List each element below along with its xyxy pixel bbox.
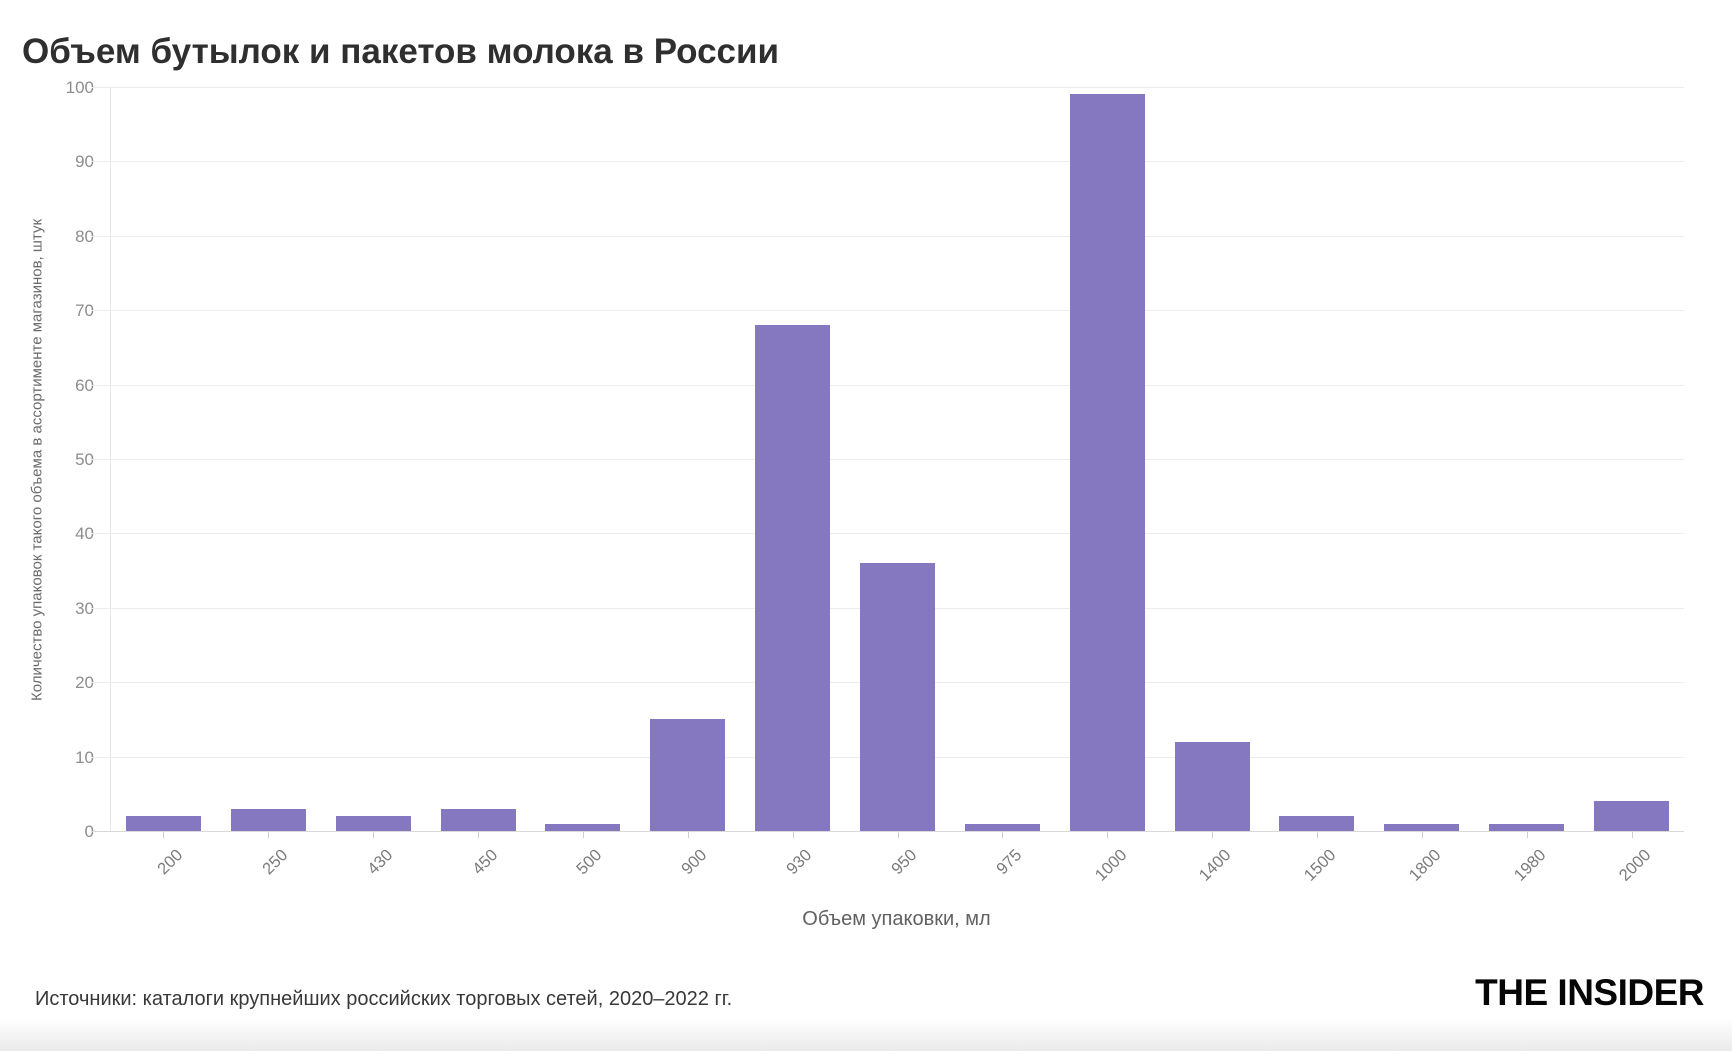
- x-tick-label: 1800: [1405, 846, 1445, 885]
- y-tick-label: 70: [75, 301, 94, 321]
- bar-900: [650, 719, 726, 831]
- x-tick-label: 250: [258, 846, 292, 879]
- x-tick-label: 930: [783, 846, 816, 879]
- x-tick: [792, 832, 794, 838]
- x-tick: [1526, 832, 1528, 838]
- bottom-fade: [0, 1019, 1732, 1051]
- y-tick-label: 60: [75, 375, 94, 395]
- bar-930: [755, 325, 831, 831]
- bar-1800: [1384, 823, 1460, 831]
- x-tick: [1107, 832, 1109, 838]
- x-tick: [1631, 832, 1633, 838]
- gridline: [91, 459, 1684, 460]
- bar-1980: [1489, 823, 1565, 831]
- y-tick-label: 100: [65, 78, 94, 97]
- gridline: [91, 161, 1684, 163]
- x-axis-line: [91, 831, 1684, 832]
- bar-950: [860, 563, 935, 831]
- x-tick-label: 200: [153, 846, 187, 879]
- y-tick-label: 20: [75, 673, 94, 693]
- bar-1400: [1174, 741, 1250, 831]
- plot-area: 200 250 430 450 500 900 930 950 975 1000 1400 1500 1…: [91, 87, 1684, 885]
- bar-1500: [1279, 816, 1355, 831]
- x-tick-label: 1000: [1091, 846, 1130, 885]
- y-tick-label: 0: [84, 822, 94, 841]
- x-tick-label: 1980: [1510, 846, 1550, 885]
- page-title: Объем бутылок и пакетов молока в России: [22, 32, 780, 72]
- x-tick-label: 975: [992, 846, 1026, 879]
- x-tick-label: 430: [363, 846, 396, 879]
- x-tick-label: 900: [678, 846, 711, 879]
- x-tick: [897, 832, 899, 838]
- gridline: [91, 310, 1684, 312]
- bar-500: [545, 823, 621, 831]
- bar-975: [964, 823, 1040, 831]
- brand-logo: THE INSIDER: [1475, 972, 1704, 1013]
- x-tick-label: 500: [573, 846, 606, 879]
- bar-1000: [1069, 94, 1145, 831]
- x-tick: [1421, 832, 1423, 838]
- y-tick-label: 10: [75, 747, 94, 767]
- y-tick-label: 30: [75, 598, 94, 618]
- y-tick-label: 40: [75, 524, 94, 544]
- y-tick-label: 80: [75, 226, 94, 246]
- x-tick: [1002, 832, 1004, 838]
- x-tick: [373, 832, 375, 838]
- x-tick-label: 950: [888, 846, 921, 879]
- bar-2000: [1594, 801, 1670, 831]
- x-tick: [687, 832, 689, 838]
- x-tick: [478, 832, 480, 838]
- x-axis-title: Объем упаковки, мл: [802, 908, 991, 930]
- y-tick-label: 90: [75, 152, 94, 172]
- x-tick: [1212, 832, 1214, 838]
- bar-200: [125, 816, 201, 831]
- x-tick: [163, 832, 165, 838]
- gridline: [91, 87, 1684, 88]
- y-tick-label: 50: [75, 450, 94, 469]
- x-tick-label: 1500: [1301, 846, 1340, 885]
- x-tick-label: 1400: [1196, 846, 1235, 885]
- bar-450: [440, 808, 516, 831]
- x-tick: [1316, 832, 1318, 838]
- bar-250: [230, 808, 306, 831]
- source-text: Источники: каталоги крупнейших российски…: [35, 988, 733, 1010]
- bar-430: [335, 816, 411, 831]
- y-axis-labels: 0 10 20 30 40 50 60 70 80 90 100: [0, 78, 94, 841]
- x-tick: [268, 832, 270, 838]
- gridline: [91, 533, 1684, 535]
- x-tick: [582, 832, 584, 838]
- gridline: [91, 384, 1684, 386]
- x-tick-label: 2000: [1615, 846, 1655, 885]
- x-tick-label: 450: [468, 846, 501, 879]
- gridline: [91, 235, 1684, 237]
